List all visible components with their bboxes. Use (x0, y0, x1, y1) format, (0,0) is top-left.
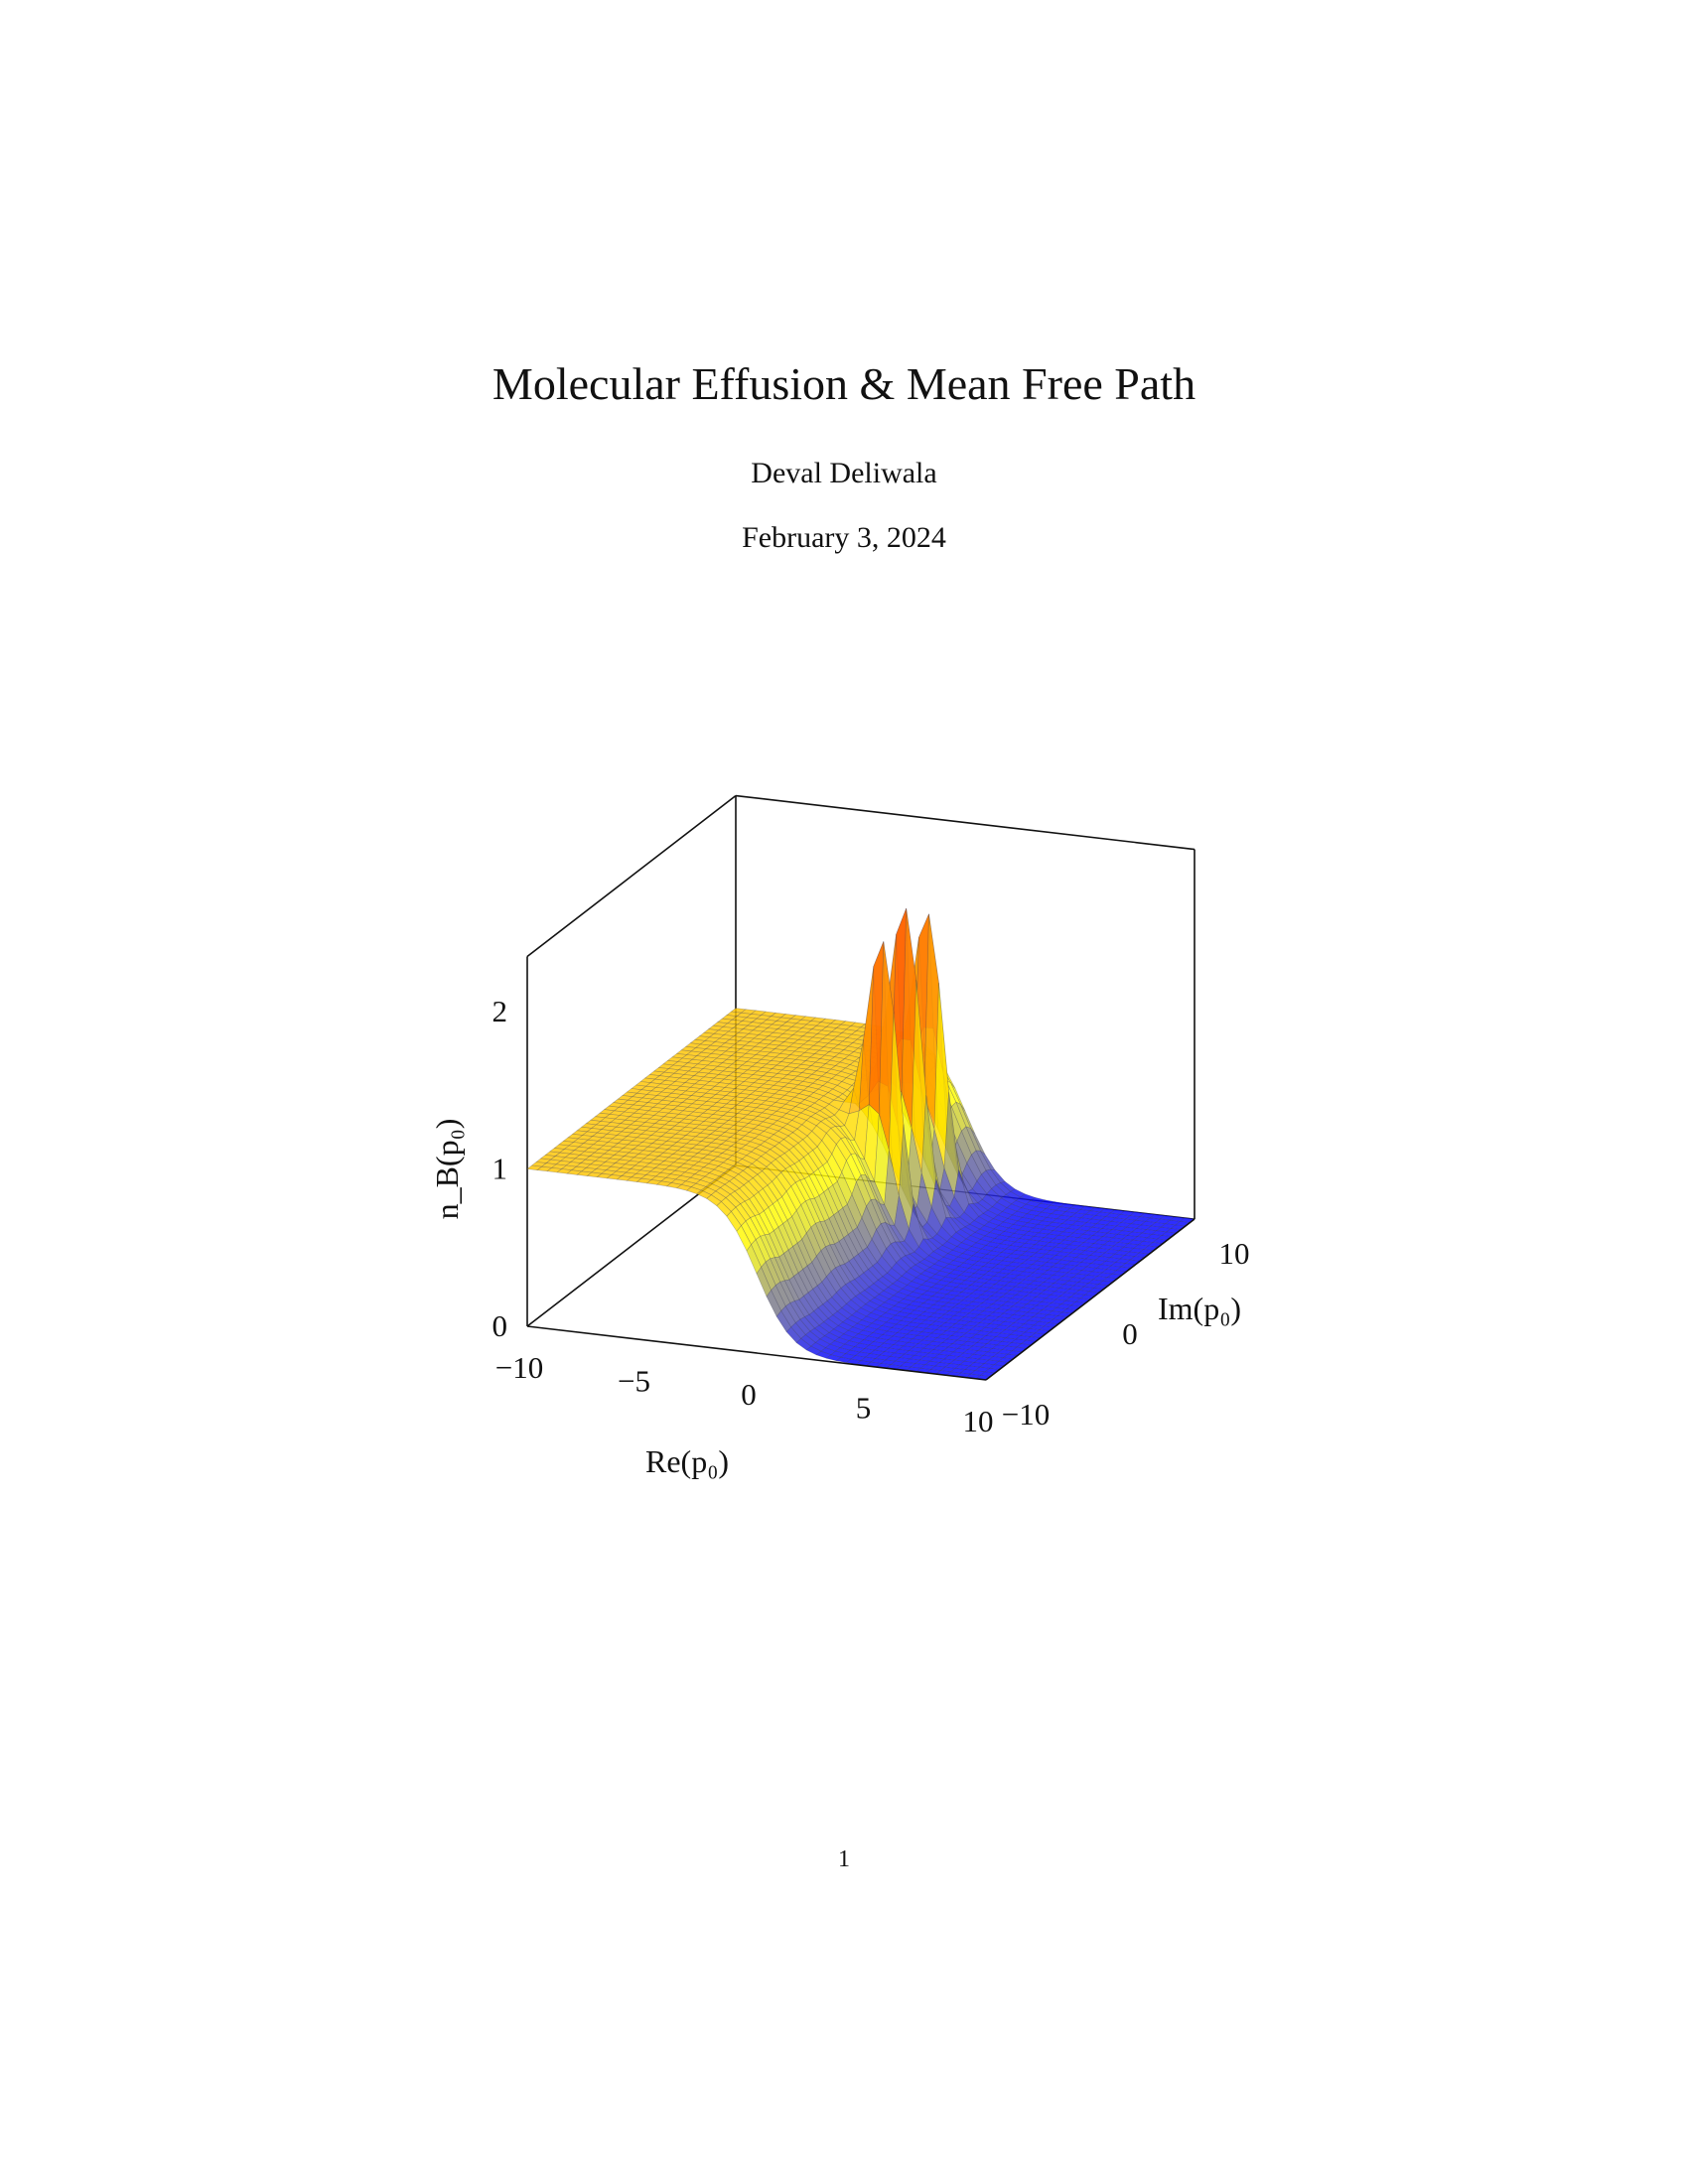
publication-date: February 3, 2024 (742, 521, 946, 554)
plot-box-front (526, 1218, 1196, 1381)
axis-labels: Re(p₀) Im(p₀) n_B(p₀) (429, 1119, 1241, 1479)
z-tick-label: 2 (492, 994, 508, 1028)
surface-mesh (526, 907, 1196, 1381)
author-name: Deval Deliwala (751, 457, 937, 489)
paper-title: Molecular Effusion & Mean Free Path (492, 358, 1196, 409)
x-tick-label: 5 (856, 1391, 872, 1426)
z-axis-label: n_B(p₀) (429, 1119, 465, 1220)
y-tick-label: 10 (1219, 1236, 1250, 1271)
y-tick-label: −10 (1002, 1397, 1050, 1432)
x-tick-label: 10 (963, 1404, 994, 1438)
x-tick-label: −5 (618, 1364, 650, 1399)
x-tick-label: 0 (741, 1377, 757, 1412)
y-axis-label: Im(p₀) (1158, 1291, 1241, 1326)
y-tick-label: 0 (1122, 1316, 1138, 1351)
z-tick-label: 0 (492, 1308, 508, 1343)
z-tick-label: 1 (492, 1152, 508, 1186)
page-number: 1 (838, 1846, 850, 1872)
x-tick-label: −10 (495, 1350, 543, 1385)
x-axis-label: Re(p₀) (645, 1443, 729, 1479)
